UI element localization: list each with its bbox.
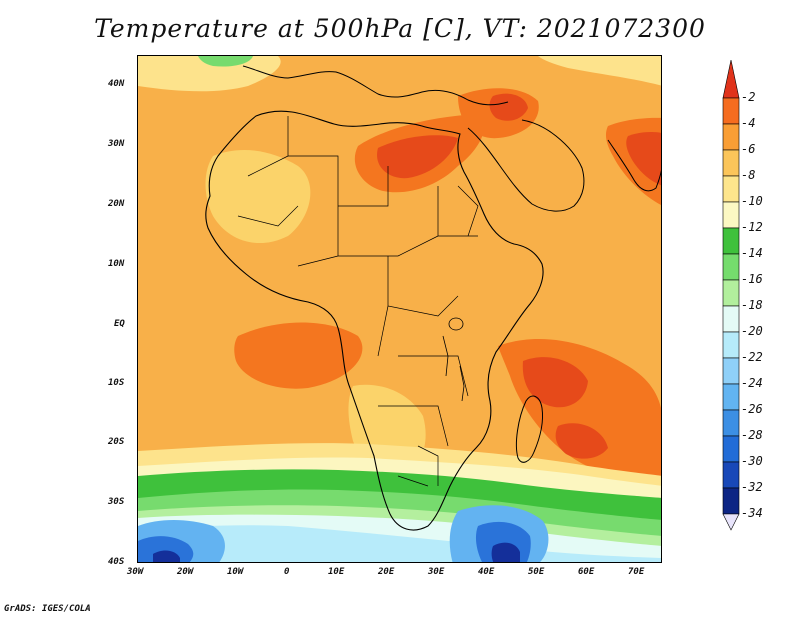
colorbar-tick-label: -32 xyxy=(741,480,763,494)
colorbar-tick-label: -10 xyxy=(741,194,763,208)
colorbar-segment xyxy=(722,201,740,229)
southeast-navy-core xyxy=(491,542,520,562)
y-tick-label: 30N xyxy=(108,139,125,149)
x-tick-label: 30E xyxy=(428,567,445,577)
x-tick-label: 20E xyxy=(378,567,395,577)
colorbar-segment xyxy=(722,253,740,281)
x-tick-label: 20W xyxy=(177,567,194,577)
colorbar-segment xyxy=(722,331,740,359)
colorbar-tick-label: -8 xyxy=(741,168,756,182)
colorbar-segment xyxy=(722,461,740,489)
colorbar-tick-label: -18 xyxy=(741,298,763,312)
colorbar-tick-label: -6 xyxy=(741,142,756,156)
x-tick-label: 60E xyxy=(578,567,595,577)
colorbar-segment xyxy=(722,409,740,437)
colorbar-segment xyxy=(722,383,740,411)
y-tick-label: 30S xyxy=(108,497,125,507)
lake-tanganyika xyxy=(442,335,449,377)
madagascar-coast xyxy=(515,395,543,463)
colorbar-tick-label: -26 xyxy=(741,402,763,416)
colorbar-tick-label: -28 xyxy=(741,428,763,442)
colorbar-segment xyxy=(722,227,740,255)
colorbar-tick-label: -16 xyxy=(741,272,763,286)
x-tick-label: 70E xyxy=(628,567,645,577)
southwest-deep-blue-pool xyxy=(138,536,194,562)
x-tick-label: 10E xyxy=(328,567,345,577)
grads-credit: GrADS: IGES/COLA xyxy=(4,604,91,614)
colorbar-segment xyxy=(722,149,740,177)
colorbar-tick-label: -14 xyxy=(741,246,763,260)
y-tick-label: 20N xyxy=(108,199,125,209)
y-tick-label: 40N xyxy=(108,79,125,89)
southwest-navy-core xyxy=(153,550,180,562)
colorbar-tick-label: -20 xyxy=(741,324,763,338)
map-plot-area xyxy=(137,55,662,563)
indian-subcontinent-coast xyxy=(607,139,661,192)
colorbar-segment xyxy=(722,97,740,125)
x-tick-label: 0 xyxy=(284,567,290,577)
colorbar-tick-label: -34 xyxy=(741,506,763,520)
sahara-hottest-core xyxy=(377,135,458,179)
lake-malawi xyxy=(459,365,465,402)
colorbar-segment xyxy=(722,305,740,333)
colorbar-tick-label: -22 xyxy=(741,350,763,364)
y-tick-label: 10N xyxy=(108,259,125,269)
colorbar-tick-label: -30 xyxy=(741,454,763,468)
colorbar-segment xyxy=(722,435,740,463)
y-tick-label: 40S xyxy=(108,557,125,567)
x-tick-label: 40E xyxy=(478,567,495,577)
arabian-peninsula-coast xyxy=(467,119,585,212)
africa-coastline xyxy=(205,110,544,531)
colorbar-under-arrow xyxy=(722,513,740,531)
colorbar-segment xyxy=(722,123,740,151)
x-tick-label: 30W xyxy=(127,567,144,577)
colorbar-tick-label: -12 xyxy=(741,220,763,234)
middle-east-hottest-core xyxy=(489,93,528,121)
y-tick-label: 10S xyxy=(108,378,125,388)
y-tick-label: 20S xyxy=(108,437,125,447)
south-asia-hottest-core xyxy=(626,132,661,186)
indian-ocean-hottest-core xyxy=(522,357,588,408)
colorbar-segment xyxy=(722,357,740,385)
lake-victoria xyxy=(448,317,464,331)
indian-ocean-hottest-core-2 xyxy=(555,423,608,459)
temperature-map xyxy=(138,56,661,562)
colorbar-tick-label: -2 xyxy=(741,90,756,104)
colorbar-segment xyxy=(722,60,740,99)
chart-title: Temperature at 500hPa [C], VT: 202107230… xyxy=(94,14,706,43)
country-border-2 xyxy=(237,116,479,487)
colorbar-segment xyxy=(722,175,740,203)
colorbar xyxy=(722,60,740,531)
colorbar-tick-label: -4 xyxy=(741,116,756,130)
country-border xyxy=(288,155,478,447)
south-atlantic-hot-zone xyxy=(234,322,363,389)
colorbar-segment xyxy=(722,487,740,515)
northern-cool-band xyxy=(138,56,281,92)
y-tick-label: EQ xyxy=(114,319,125,329)
x-tick-label: 10W xyxy=(227,567,244,577)
colorbar-tick-label: -24 xyxy=(741,376,763,390)
colorbar-segment xyxy=(722,279,740,307)
mediterranean-north-coast xyxy=(242,65,509,106)
northern-green-patch xyxy=(198,56,253,67)
northeast-cool-band xyxy=(538,56,661,86)
x-tick-label: 50E xyxy=(528,567,545,577)
